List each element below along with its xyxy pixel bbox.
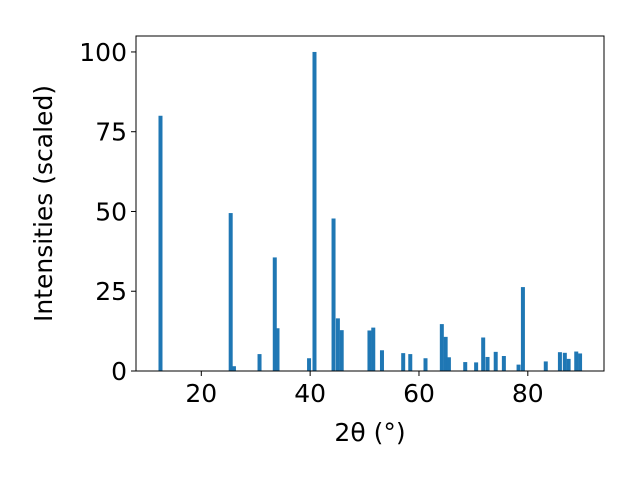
bar xyxy=(557,352,562,371)
bar xyxy=(516,364,521,371)
bar xyxy=(331,218,336,371)
bar xyxy=(379,350,384,371)
bar xyxy=(408,354,413,371)
bar xyxy=(562,352,567,371)
bar xyxy=(574,351,579,371)
y-tick-label: 25 xyxy=(95,277,127,306)
bar xyxy=(501,356,506,371)
bar xyxy=(520,287,525,371)
bar xyxy=(257,354,262,371)
y-axis-ticks: 0 25 50 75 100 xyxy=(79,38,136,386)
bar xyxy=(463,362,468,371)
bar xyxy=(307,358,312,371)
x-tick-label: 20 xyxy=(185,379,217,408)
bar xyxy=(401,353,406,371)
x-tick-label: 40 xyxy=(294,379,326,408)
y-tick-label: 50 xyxy=(95,197,127,226)
bar xyxy=(423,358,428,371)
bar xyxy=(335,318,340,371)
y-tick-label: 75 xyxy=(95,118,127,147)
bar xyxy=(231,366,236,371)
bar xyxy=(228,213,233,371)
bar xyxy=(578,353,583,371)
x-axis-ticks: 20 40 60 80 xyxy=(185,371,544,408)
bar xyxy=(312,51,317,371)
bar xyxy=(446,357,451,371)
bar xyxy=(485,356,490,371)
bar xyxy=(481,337,486,371)
x-tick-label: 60 xyxy=(403,379,435,408)
y-axis-label: Intensities (scaled) xyxy=(29,85,58,322)
y-tick-label: 100 xyxy=(79,38,127,67)
bar xyxy=(493,351,498,371)
bar xyxy=(275,328,280,371)
bar xyxy=(474,362,479,371)
bar xyxy=(272,257,277,371)
bar xyxy=(566,358,571,371)
bar xyxy=(339,330,344,371)
bar xyxy=(371,327,376,371)
bar xyxy=(367,330,372,371)
plot-frame xyxy=(135,35,605,372)
bar-series xyxy=(158,51,583,371)
y-tick-label: 0 xyxy=(111,357,127,386)
x-tick-label: 80 xyxy=(512,379,544,408)
x-axis-label: 2θ (°) xyxy=(334,418,405,447)
bar xyxy=(443,336,448,371)
bar xyxy=(543,361,548,371)
bar xyxy=(158,115,163,371)
bar xyxy=(439,324,444,371)
